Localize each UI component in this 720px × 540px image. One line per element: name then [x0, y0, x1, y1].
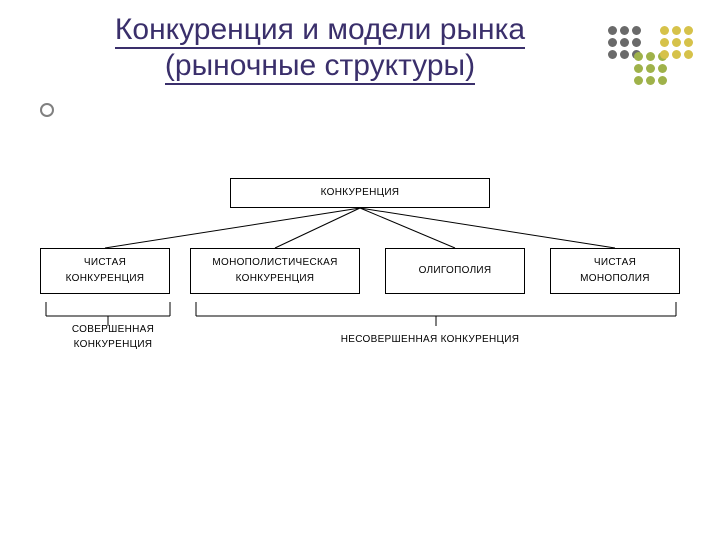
decor-dot — [646, 52, 655, 61]
decor-dot — [646, 64, 655, 73]
decor-dot — [634, 52, 643, 61]
decor-dot — [660, 50, 669, 59]
slide: Конкуренция и модели рынка (рыночные стр… — [0, 0, 720, 540]
node-text: КОНКУРЕНЦИЯ — [236, 271, 315, 287]
title-line-2: (рыночные структуры) — [165, 49, 475, 85]
decor-dot-cluster — [608, 26, 698, 116]
node-text: ОЛИГОПОЛИЯ — [419, 263, 492, 279]
node-text: КОНКУРЕНЦИЯ — [74, 337, 153, 352]
decor-dot — [620, 26, 629, 35]
node-text: КОНКУРЕНЦИЯ — [66, 271, 145, 287]
decor-dot — [658, 76, 667, 85]
node-text: СОВЕРШЕННАЯ — [72, 322, 154, 337]
decor-dot — [684, 50, 693, 59]
decor-dot — [632, 38, 641, 47]
decor-dot — [684, 38, 693, 47]
decor-dot — [672, 38, 681, 47]
decor-dot — [660, 26, 669, 35]
node-text: КОНКУРЕНЦИЯ — [321, 185, 400, 201]
decor-dot — [646, 76, 655, 85]
diagram-node: ЧИСТАЯКОНКУРЕНЦИЯ — [40, 248, 170, 294]
node-text: НЕСОВЕРШЕННАЯ КОНКУРЕНЦИЯ — [341, 332, 520, 347]
diagram-node: КОНКУРЕНЦИЯ — [230, 178, 490, 208]
node-text: МОНОПОЛИЯ — [580, 271, 650, 287]
decor-dot — [658, 64, 667, 73]
bullet-marker — [40, 103, 54, 117]
diagram-node: ОЛИГОПОЛИЯ — [385, 248, 525, 294]
decor-dot — [672, 50, 681, 59]
title-line-1: Конкуренция и модели рынка — [115, 13, 525, 49]
node-text: ЧИСТАЯ — [84, 255, 126, 271]
decor-dot — [608, 38, 617, 47]
diagram-node: МОНОПОЛИСТИЧЕСКАЯКОНКУРЕНЦИЯ — [190, 248, 360, 294]
slide-title: Конкуренция и модели рынка (рыночные стр… — [40, 12, 600, 84]
decor-dot — [608, 26, 617, 35]
diagram-label: СОВЕРШЕННАЯКОНКУРЕНЦИЯ — [48, 322, 178, 352]
decor-dot — [634, 64, 643, 73]
node-text: ЧИСТАЯ — [594, 255, 636, 271]
decor-dot — [660, 38, 669, 47]
decor-dot — [672, 26, 681, 35]
diagram-node: ЧИСТАЯМОНОПОЛИЯ — [550, 248, 680, 294]
decor-dot — [620, 50, 629, 59]
decor-dot — [608, 50, 617, 59]
decor-dot — [634, 76, 643, 85]
decor-dot — [684, 26, 693, 35]
diagram-label: НЕСОВЕРШЕННАЯ КОНКУРЕНЦИЯ — [300, 330, 560, 348]
node-text: МОНОПОЛИСТИЧЕСКАЯ — [212, 255, 337, 271]
decor-dot — [620, 38, 629, 47]
decor-dot — [632, 26, 641, 35]
